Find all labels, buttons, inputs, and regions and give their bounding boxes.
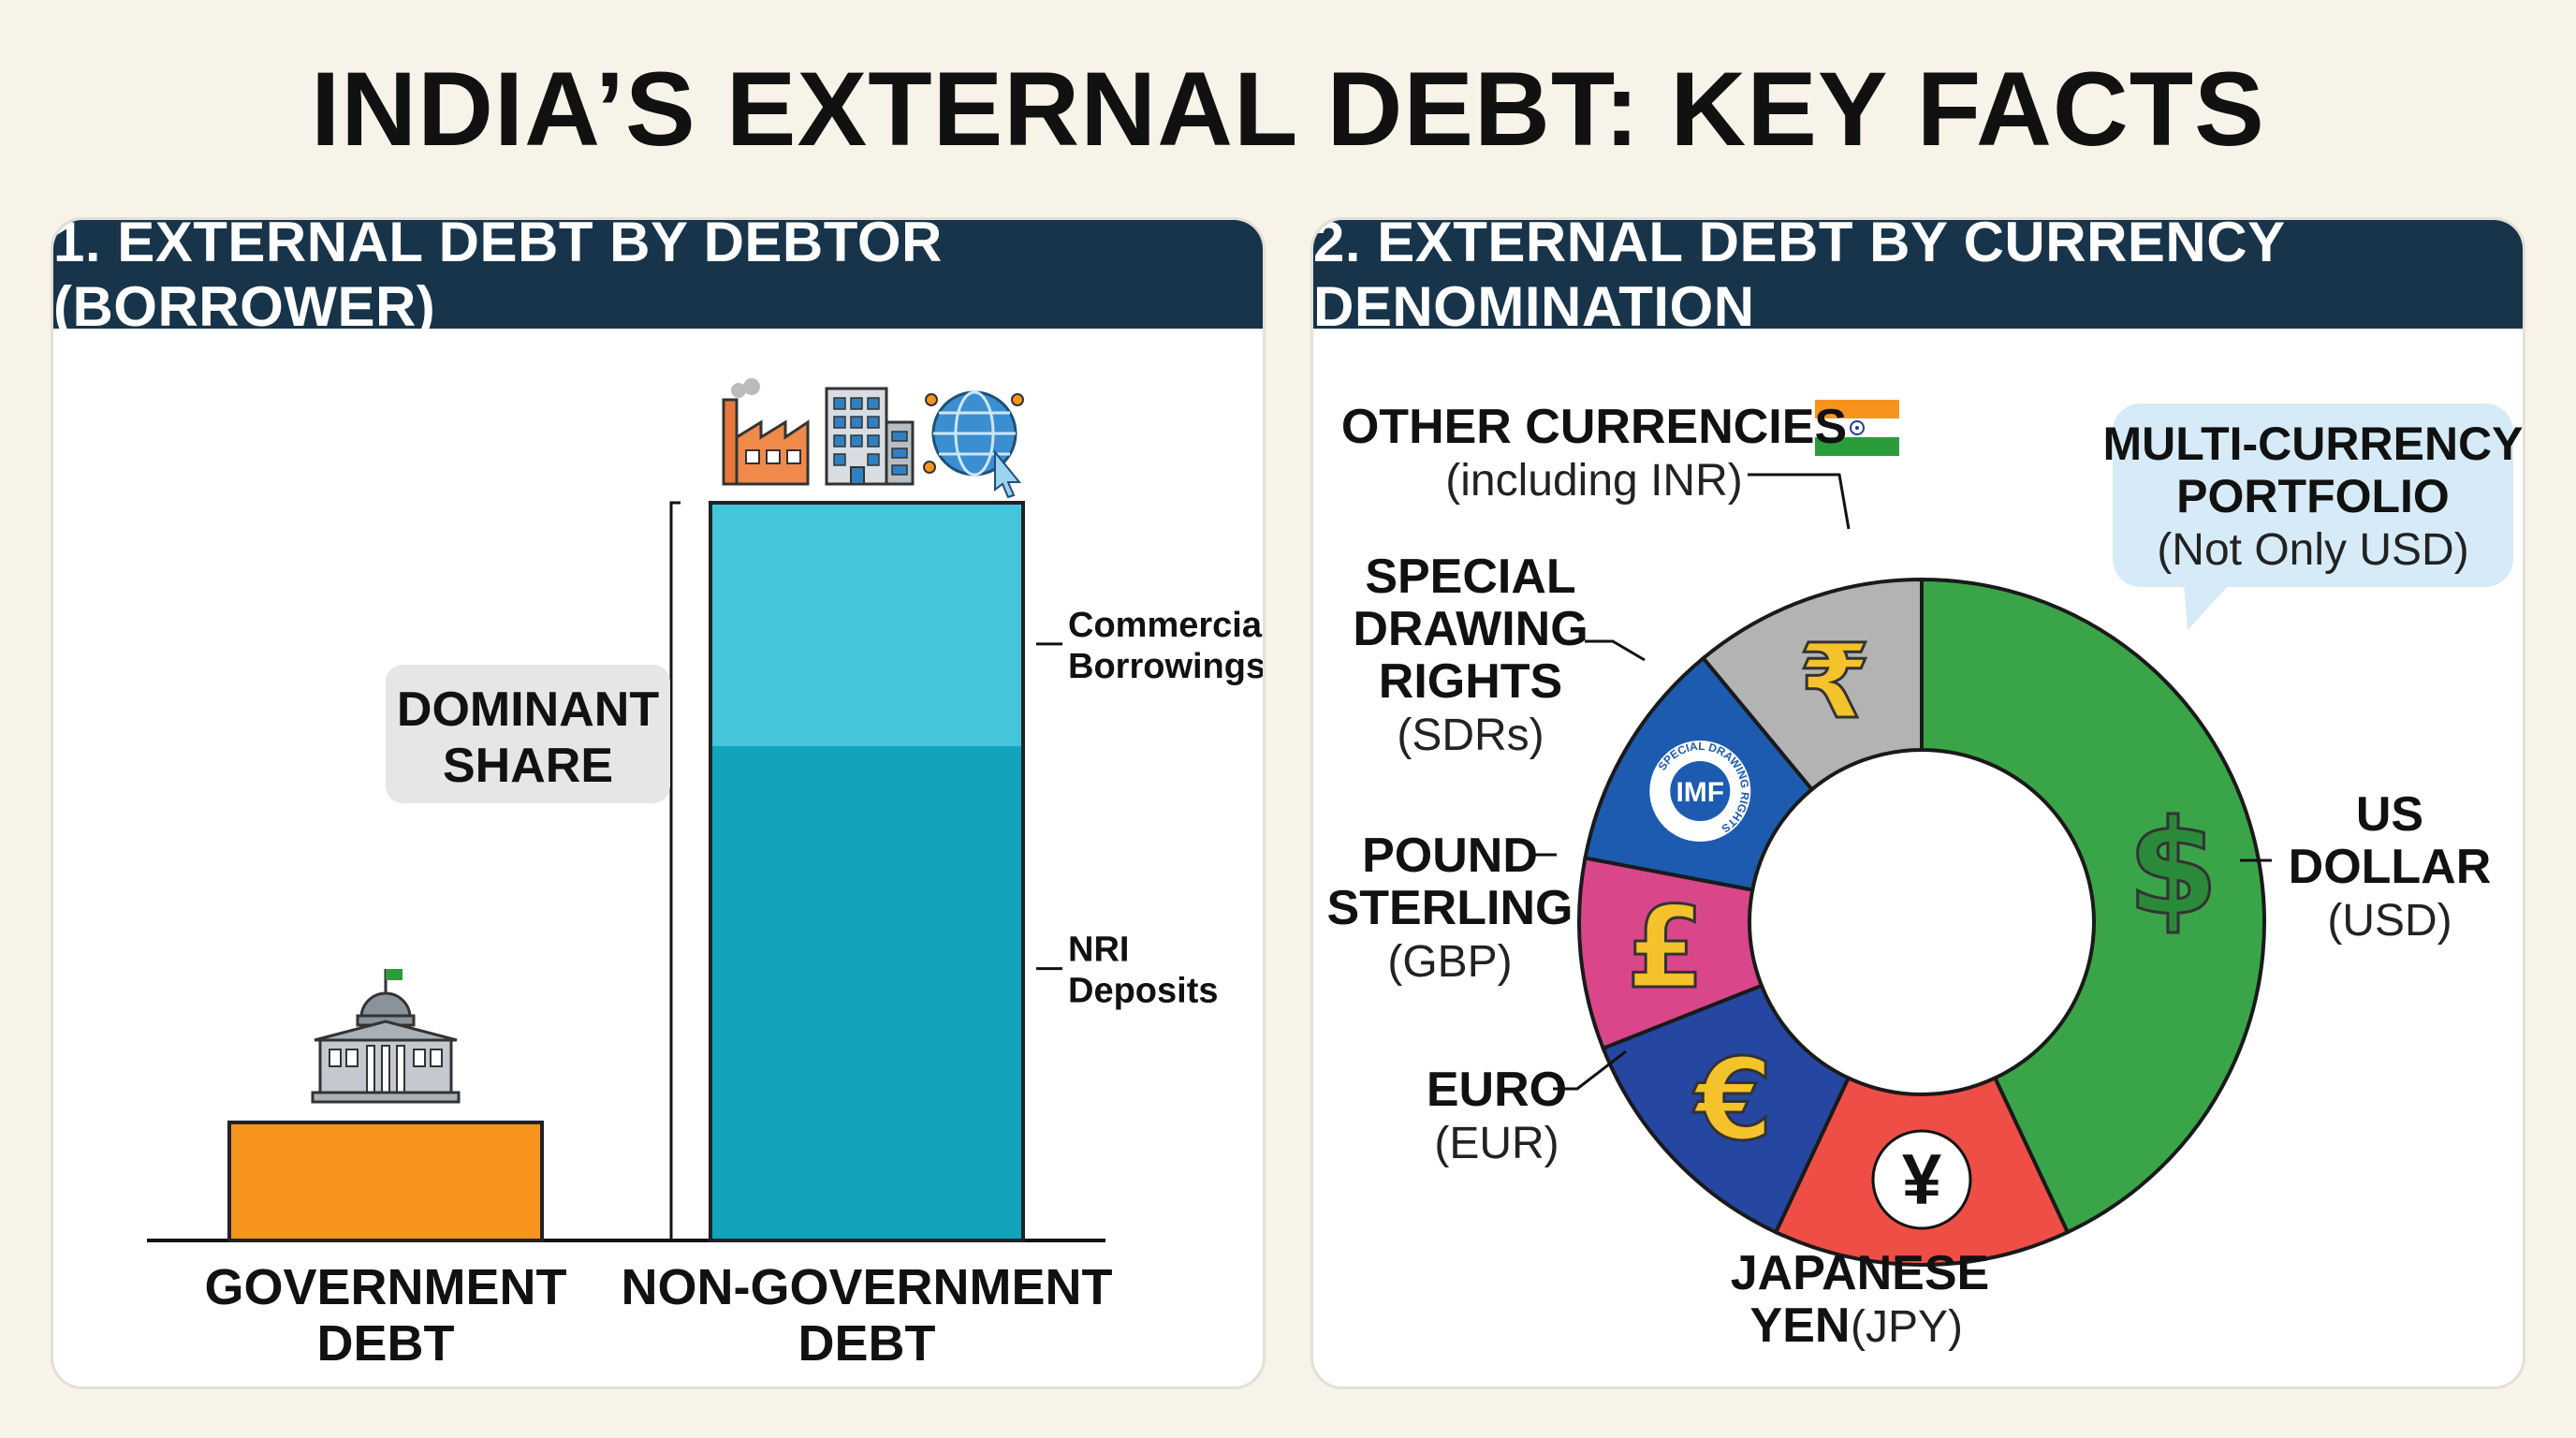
multi-currency-callout: MULTI-CURRENCY PORTFOLIO (Not Only USD) (2102, 404, 2523, 630)
segment-label-nri-line1: NRI (1068, 931, 1129, 970)
callout-line2: PORTFOLIO (2176, 470, 2450, 522)
label-sdr-line1: SPECIAL (1365, 550, 1575, 604)
debtor-panel-title: 1. EXTERNAL DEBT BY DEBTOR (BORROWER) (53, 220, 1263, 338)
donut-slices (1577, 577, 2266, 1267)
yen-icon: ¥ (1871, 1129, 1972, 1230)
pound-icon: £ (1626, 884, 1705, 1014)
euro-icon: € (1692, 1035, 1774, 1166)
donut-slice-including-inr (1700, 577, 1924, 793)
bar-segment-nri-deposits (710, 746, 1023, 1240)
leader-sdr (1585, 639, 1646, 662)
label-usd-line2: DOLLAR (2289, 840, 2492, 894)
label-jpy-line1: JAPANESE (1731, 1246, 1989, 1300)
label-usd-line1: US (2356, 787, 2423, 842)
leader-other (1748, 473, 1851, 530)
category-label-government-line2: DEBT (317, 1315, 455, 1372)
segment-label-nri-line2: Deposits (1068, 972, 1218, 1011)
dominant-share-bracket (669, 501, 681, 1242)
label-gbp-code: (GBP) (1387, 937, 1512, 987)
dollar-icon: $ (2128, 792, 2218, 945)
rupee-icon: ₹ (1799, 622, 1871, 741)
label-other-code: (including INR) (1445, 456, 1742, 506)
category-label-non-government-line1: NON-GOVERNMENT (622, 1259, 1113, 1315)
imf-badge-text: IMF (1676, 777, 1724, 808)
yen-symbol: ¥ (1902, 1140, 1941, 1220)
government-building-icon (311, 969, 461, 1104)
label-sdr-line2: DRAWING (1353, 602, 1588, 656)
label-other-line1: OTHER CURRENCIES (1341, 400, 1847, 454)
label-eur-line1: EURO (1427, 1063, 1567, 1117)
segment-label-commercial-line1: Commercial (1068, 606, 1266, 645)
annotation-line-1: DOMINANT (397, 682, 659, 737)
donut-slice-eur (1601, 983, 1852, 1235)
donut-slice-usd (1920, 577, 2266, 1235)
label-usd-code: (USD) (2327, 896, 2452, 946)
label-eur-code: (EUR) (1434, 1119, 1559, 1168)
office-building-icon (825, 387, 915, 486)
label-jpy-line2: YEN (1750, 1299, 1851, 1353)
page-title: INDIA’S EXTERNAL DEBT: KEY FACTS (311, 51, 2265, 168)
debtor-bar-chart: DOMINANT SHARE Commercial Borrowings NRI… (147, 378, 1266, 1372)
leader-lines (1532, 473, 2272, 1091)
currency-panel-title: 2. EXTERNAL DEBT BY CURRENCY DENOMINATIO… (1313, 220, 2523, 338)
currency-panel: 2. EXTERNAL DEBT BY CURRENCY DENOMINATIO… (1310, 217, 2525, 1389)
label-jpy-code: (JPY) (1851, 1302, 1963, 1352)
callout-line1: MULTI-CURRENCY (2102, 418, 2523, 470)
globe-icon (923, 390, 1024, 499)
label-sdr-code: (SDRs) (1397, 711, 1544, 760)
category-label-non-government-line2: DEBT (798, 1315, 936, 1372)
bar-government-debt (227, 1120, 544, 1242)
factory-icon (722, 378, 810, 486)
label-sdr-line3: RIGHTS (1379, 654, 1562, 709)
india-flag-icon (1815, 400, 1899, 456)
annotation-line-2: SHARE (443, 739, 613, 793)
bar-non-government-debt (709, 501, 1025, 1242)
segment-label-commercial-line2: Borrowings (1068, 647, 1266, 686)
debtor-panel: 1. EXTERNAL DEBT BY DEBTOR (BORROWER) DO… (51, 217, 1266, 1389)
leader-eur (1553, 1049, 1627, 1091)
bar-segment-commercial-borrowings (710, 503, 1023, 747)
callout-sub: (Not Only USD) (2157, 525, 2468, 575)
label-gbp-line2: STERLING (1327, 881, 1573, 935)
label-gbp-line1: POUND (1362, 829, 1538, 883)
dominant-share-box (386, 665, 670, 803)
category-label-government-line1: GOVERNMENT (204, 1259, 566, 1315)
